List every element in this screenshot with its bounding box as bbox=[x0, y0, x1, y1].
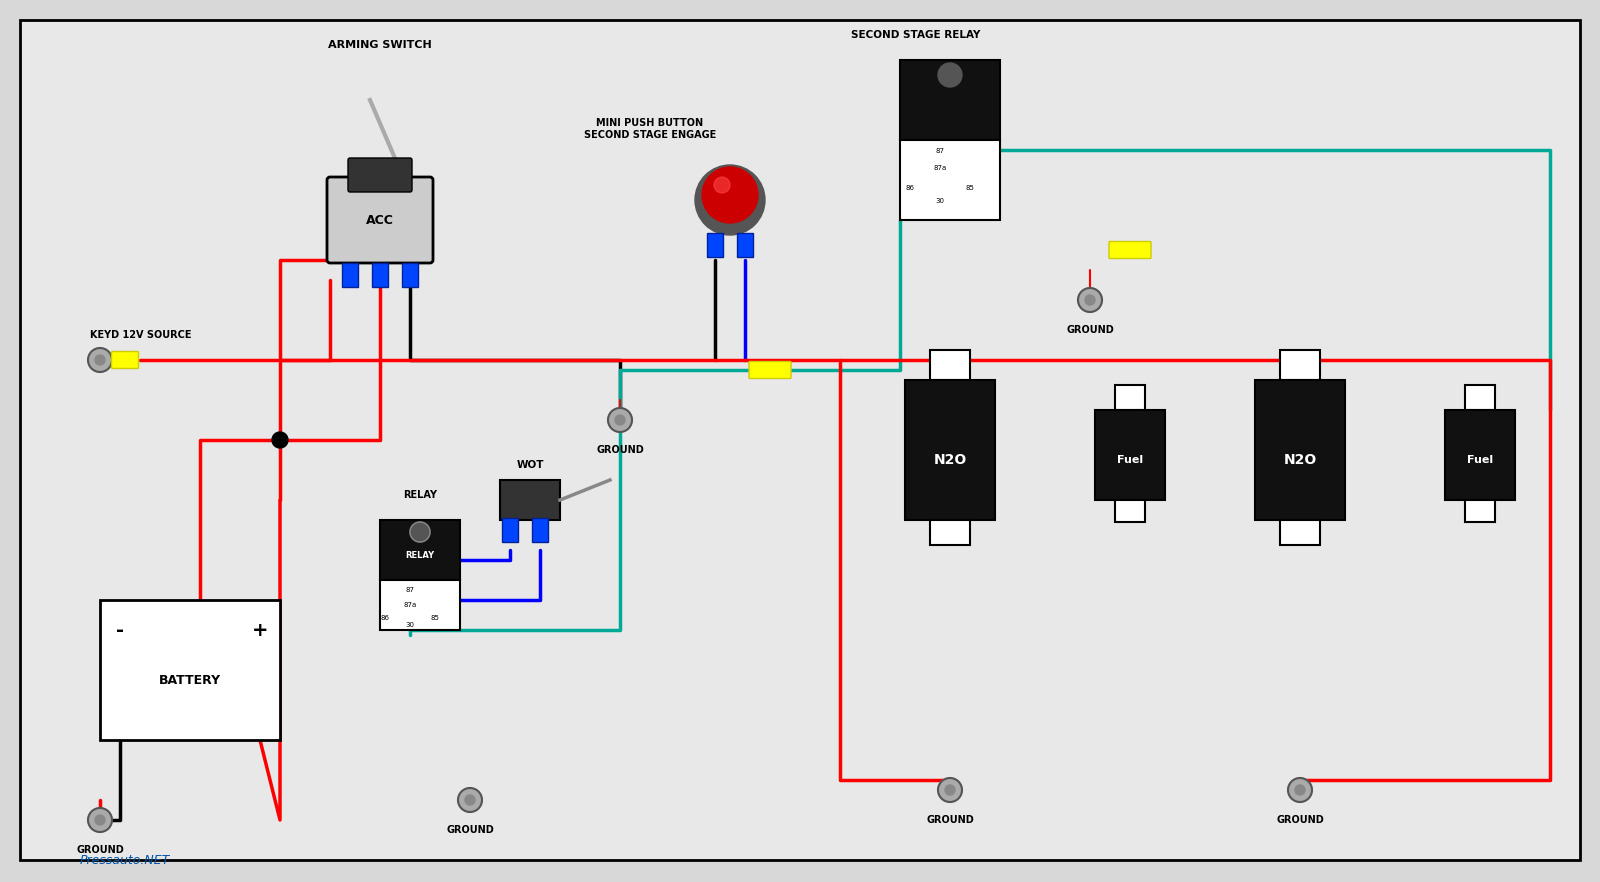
Text: 85: 85 bbox=[430, 615, 440, 621]
FancyBboxPatch shape bbox=[707, 233, 723, 257]
Text: Fuel: Fuel bbox=[1117, 455, 1142, 465]
FancyBboxPatch shape bbox=[402, 263, 418, 287]
FancyBboxPatch shape bbox=[1094, 410, 1165, 500]
Text: -: - bbox=[115, 621, 125, 639]
Circle shape bbox=[410, 522, 430, 542]
Circle shape bbox=[614, 415, 626, 425]
Circle shape bbox=[94, 355, 106, 365]
Circle shape bbox=[1085, 295, 1094, 305]
FancyBboxPatch shape bbox=[99, 600, 280, 740]
FancyBboxPatch shape bbox=[342, 263, 358, 287]
Text: KEYD 12V SOURCE: KEYD 12V SOURCE bbox=[90, 330, 192, 340]
FancyBboxPatch shape bbox=[381, 580, 461, 630]
Text: WOT: WOT bbox=[517, 460, 544, 470]
Text: GROUND: GROUND bbox=[1066, 325, 1114, 335]
Circle shape bbox=[1078, 288, 1102, 312]
FancyBboxPatch shape bbox=[930, 520, 970, 545]
Circle shape bbox=[714, 177, 730, 193]
Text: MINI PUSH BUTTON
SECOND STAGE ENGAGE: MINI PUSH BUTTON SECOND STAGE ENGAGE bbox=[584, 118, 717, 140]
FancyBboxPatch shape bbox=[899, 60, 1000, 140]
Circle shape bbox=[466, 795, 475, 805]
Text: 85: 85 bbox=[965, 185, 974, 191]
Text: GROUND: GROUND bbox=[77, 845, 123, 855]
FancyBboxPatch shape bbox=[1445, 410, 1515, 500]
Text: Fuel: Fuel bbox=[1467, 455, 1493, 465]
Circle shape bbox=[94, 815, 106, 825]
Circle shape bbox=[938, 778, 962, 802]
Text: RELAY: RELAY bbox=[403, 490, 437, 500]
Text: 87: 87 bbox=[936, 148, 944, 154]
Text: RELAY: RELAY bbox=[405, 550, 435, 559]
Circle shape bbox=[608, 408, 632, 432]
Text: 87: 87 bbox=[405, 587, 414, 593]
FancyBboxPatch shape bbox=[349, 158, 411, 192]
Text: GROUND: GROUND bbox=[1277, 815, 1323, 825]
Text: BATTERY: BATTERY bbox=[158, 674, 221, 686]
Circle shape bbox=[88, 808, 112, 832]
FancyBboxPatch shape bbox=[502, 518, 518, 542]
Text: Pressauto.NET: Pressauto.NET bbox=[80, 854, 170, 866]
FancyBboxPatch shape bbox=[326, 177, 434, 263]
FancyBboxPatch shape bbox=[899, 140, 1000, 220]
FancyBboxPatch shape bbox=[381, 520, 461, 580]
Text: 30: 30 bbox=[936, 198, 944, 204]
FancyBboxPatch shape bbox=[1254, 380, 1346, 520]
FancyBboxPatch shape bbox=[371, 263, 389, 287]
Circle shape bbox=[272, 432, 288, 448]
FancyBboxPatch shape bbox=[1115, 500, 1146, 522]
Circle shape bbox=[694, 165, 765, 235]
Text: GROUND: GROUND bbox=[446, 825, 494, 835]
FancyBboxPatch shape bbox=[1115, 385, 1146, 410]
FancyBboxPatch shape bbox=[1280, 350, 1320, 380]
FancyBboxPatch shape bbox=[930, 350, 970, 380]
Circle shape bbox=[938, 63, 962, 87]
FancyBboxPatch shape bbox=[1109, 242, 1150, 258]
Text: GROUND: GROUND bbox=[926, 815, 974, 825]
Text: N2O: N2O bbox=[1283, 453, 1317, 467]
Text: 87a: 87a bbox=[933, 165, 947, 171]
Text: ACC: ACC bbox=[366, 213, 394, 227]
FancyBboxPatch shape bbox=[531, 518, 547, 542]
Circle shape bbox=[1294, 785, 1306, 795]
FancyBboxPatch shape bbox=[906, 380, 995, 520]
FancyBboxPatch shape bbox=[499, 480, 560, 520]
Text: ARMING SWITCH: ARMING SWITCH bbox=[328, 40, 432, 50]
FancyBboxPatch shape bbox=[749, 362, 790, 378]
Circle shape bbox=[88, 348, 112, 372]
Text: SECOND STAGE RELAY: SECOND STAGE RELAY bbox=[851, 30, 979, 40]
Text: +: + bbox=[251, 621, 269, 639]
Text: 30: 30 bbox=[405, 622, 414, 628]
Text: N2O: N2O bbox=[933, 453, 966, 467]
FancyBboxPatch shape bbox=[1280, 520, 1320, 545]
Circle shape bbox=[946, 785, 955, 795]
Circle shape bbox=[702, 167, 758, 223]
Text: 86: 86 bbox=[906, 185, 915, 191]
FancyBboxPatch shape bbox=[1466, 385, 1494, 410]
Text: 87a: 87a bbox=[403, 602, 416, 608]
Circle shape bbox=[1288, 778, 1312, 802]
FancyBboxPatch shape bbox=[112, 352, 139, 369]
FancyBboxPatch shape bbox=[738, 233, 754, 257]
FancyBboxPatch shape bbox=[19, 20, 1581, 860]
Text: GROUND: GROUND bbox=[597, 445, 643, 455]
Circle shape bbox=[458, 788, 482, 812]
FancyBboxPatch shape bbox=[1466, 500, 1494, 522]
Text: 86: 86 bbox=[381, 615, 389, 621]
